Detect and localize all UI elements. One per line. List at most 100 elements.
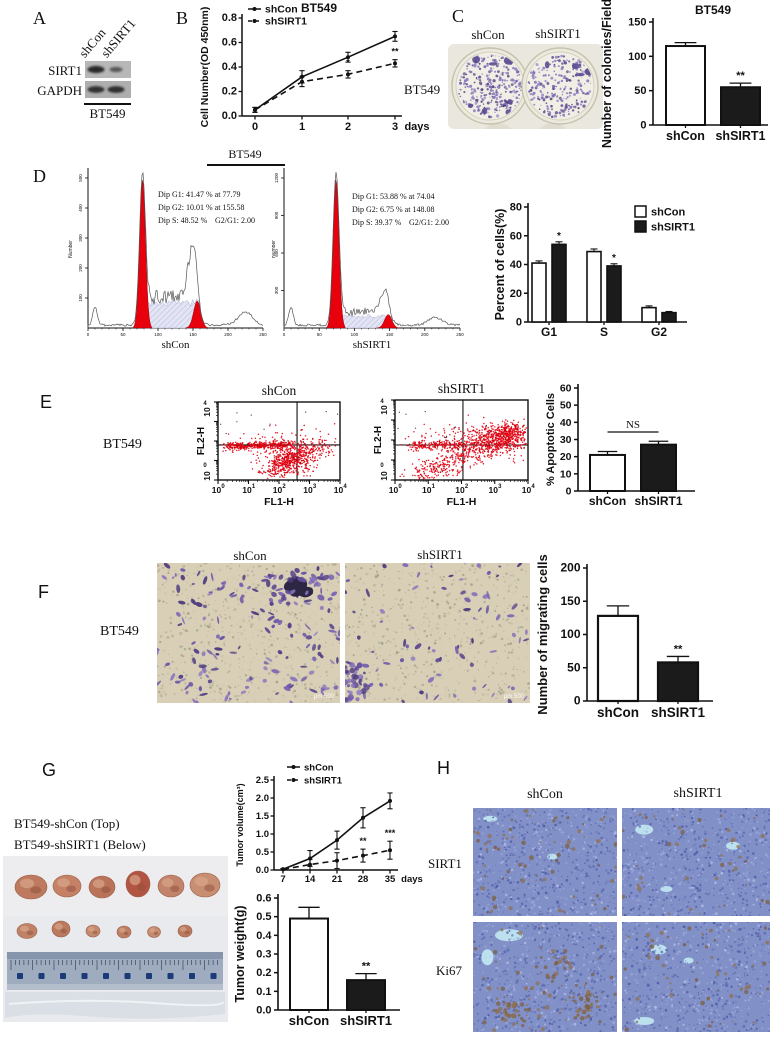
significance: ** — [674, 643, 683, 655]
b_growth: 0.0 0.2 0.4 0.6 0.8 Cell Number(OD 450nm) 0 1 2 3… — [199, 1, 430, 133]
x-tick-label: 0 — [283, 332, 286, 337]
dab-stain — [706, 996, 711, 1001]
dab-stain — [727, 929, 731, 932]
significance: * — [557, 231, 561, 242]
tumor-shade — [101, 886, 111, 894]
dab-stain — [505, 1011, 508, 1014]
dab-stain — [714, 876, 719, 881]
tumor-shade — [92, 930, 98, 935]
stat-ratio: G2/G1: 2.00 — [215, 216, 255, 225]
y-axis-label: Tumor volume(cm³) — [235, 783, 245, 866]
dab-stain — [521, 840, 526, 846]
apoptosis-facs-shsirt1: 10 0 10 1 10 2 10 3 10 4 10 0 10 4 FL2-H FL1-H shSIRT1 — [368, 373, 546, 524]
panel-g-label: G — [42, 760, 57, 780]
dab-stain — [738, 855, 742, 859]
dab-stain — [584, 994, 589, 998]
dab-stain — [552, 956, 555, 959]
dab-stain — [609, 817, 612, 820]
western-blot — [85, 61, 131, 98]
x-tick-label: 2 — [345, 121, 351, 133]
dab-stain — [473, 947, 478, 951]
tumor-shade — [153, 931, 159, 936]
dab-stain — [518, 930, 523, 936]
dab-stain — [534, 965, 539, 969]
bar-shCon — [589, 453, 626, 492]
tumor-highlight — [194, 876, 208, 887]
y-tick-label: 0 — [516, 317, 522, 329]
y-tick-label: 1200 — [274, 172, 279, 183]
e_apoptosis: 0 10 20 30 40 50 60% Apoptotic Cells shCon shSIR… — [545, 383, 695, 508]
dab-stain — [546, 974, 549, 977]
y-tick-label: 300 — [78, 234, 83, 242]
dab-stain — [488, 840, 492, 843]
y-tick-label: 0 — [574, 694, 581, 708]
western-blot-image — [85, 59, 131, 108]
y-tick-label: 2.5 — [256, 775, 270, 786]
dab-stain — [739, 987, 744, 991]
ruler-lower — [7, 984, 223, 990]
colonies-layer — [458, 54, 523, 119]
dab-stain — [506, 1002, 512, 1007]
tumor-photo — [3, 856, 228, 1027]
dab-stain — [511, 836, 514, 839]
significance: * — [612, 253, 616, 264]
category-label: S — [600, 325, 608, 339]
dab-stain — [609, 975, 614, 980]
dab-stain — [503, 1018, 508, 1022]
x-tick-exp: 0 — [398, 484, 402, 490]
dab-stain — [503, 1001, 507, 1005]
dab-stain — [731, 869, 734, 872]
dab-stain — [502, 877, 505, 880]
ihc-row-label-sirt1: SIRT1 — [428, 856, 462, 871]
dab-stain — [528, 1027, 531, 1030]
dab-stain — [523, 1008, 528, 1012]
tumor-volume-chart: 0.0 0.5 1.0 1.5 2.0 2.5 Tumor volume(cm³) 7 14 21… — [232, 753, 444, 891]
data-point — [281, 867, 285, 872]
y-tick-label: 1.0 — [256, 829, 269, 840]
legend-label: shSIRT1 — [265, 16, 307, 28]
dab-stain — [635, 1020, 639, 1024]
c_colonies: 0 50 100 150 Number of colonies/Field BT549 sh… — [600, 0, 768, 148]
dab-stain — [523, 986, 529, 991]
g_volume: 0.0 0.5 1.0 1.5 2.0 2.5 Tumor volume(cm³) 7 14 21… — [235, 763, 423, 886]
dab-stain — [517, 1013, 521, 1017]
y-tick-label: 20 — [560, 451, 572, 463]
condition-label: shCon — [161, 339, 190, 351]
dab-stain — [537, 1014, 542, 1019]
x-tick-exp: 2 — [282, 484, 286, 490]
dab-stain — [744, 989, 749, 995]
y-tick-label: 20 — [510, 288, 522, 300]
dab-stain — [682, 943, 687, 947]
data-point — [346, 72, 350, 77]
y-tick-label: 2.0 — [256, 793, 269, 804]
dab-stain — [520, 1016, 524, 1021]
dab-stain — [523, 864, 527, 868]
dab-stain — [567, 961, 572, 966]
x-tick-label: 10 — [212, 485, 222, 495]
ihc-ki67-shcon — [471, 920, 618, 1037]
dab-stain — [690, 970, 693, 973]
stat-g2: Dip G2: 10.01 % at 155.58 — [158, 203, 244, 212]
tumor-highlight — [161, 878, 174, 888]
tissue-gap — [683, 957, 694, 964]
x-tick-exp: 1 — [252, 484, 256, 490]
d-header-underline — [207, 164, 285, 166]
x-tick-label: 21 — [332, 874, 343, 885]
y-tick-exp: 4 — [380, 399, 384, 405]
x-tick-label: 10 — [455, 485, 465, 495]
dab-stain — [661, 963, 666, 968]
cell-line-label-f: BT549 — [100, 624, 139, 639]
dab-stain — [491, 895, 497, 900]
dab-stain — [627, 935, 631, 939]
dab-stain — [711, 1020, 714, 1024]
ruler-number-patch — [189, 973, 195, 979]
dab-stain — [719, 1022, 722, 1025]
dab-stain — [636, 864, 638, 867]
dab-stain — [639, 876, 643, 880]
dab-stain — [585, 982, 588, 985]
dab-stain — [566, 816, 570, 820]
x-tick-label: 10 — [242, 485, 252, 495]
dab-stain — [702, 843, 707, 848]
tumor-photo-image — [3, 856, 228, 1022]
dab-stain — [680, 829, 685, 835]
